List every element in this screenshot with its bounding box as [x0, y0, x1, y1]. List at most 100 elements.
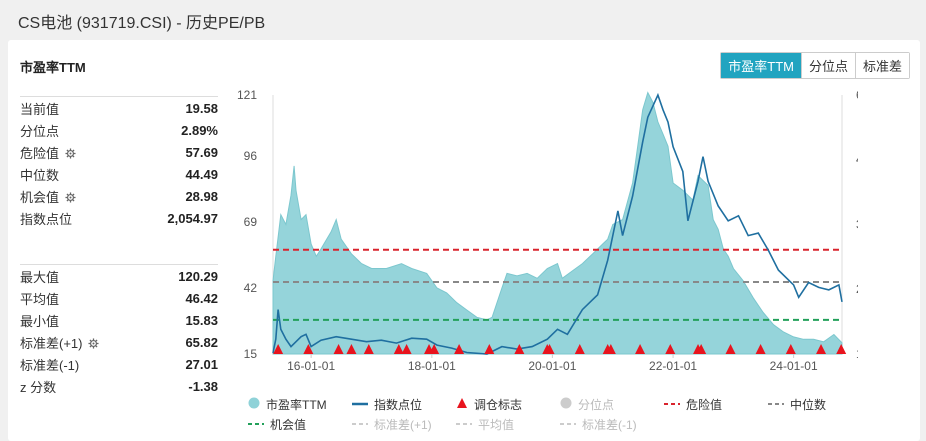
stat-current-row: 中位数 44.49 — [20, 163, 218, 185]
stat-label: 最大值 — [20, 267, 59, 286]
gear-icon[interactable] — [65, 147, 76, 159]
stat-label: 标准差(+1) — [20, 333, 100, 352]
rebalance-marker — [363, 344, 374, 354]
y-left-tick-label: 42 — [244, 281, 258, 295]
rebalance-marker — [574, 344, 585, 354]
stat-value: 46.42 — [185, 290, 218, 306]
stat-value: 15.83 — [185, 312, 218, 328]
legend-label: 标准差(-1) — [582, 418, 637, 432]
stat-current-row: 当前值 19.58 — [20, 97, 218, 119]
tab-percentile[interactable]: 分位点 — [800, 53, 855, 78]
y-left-tick-label: 69 — [244, 215, 258, 229]
rebalance-marker — [785, 344, 796, 354]
stat-label-text: 最小值 — [20, 313, 60, 329]
y-right-tick-label: 6,249 — [856, 90, 858, 102]
rebalance-marker — [273, 344, 284, 354]
stat-label: 最小值 — [20, 311, 59, 330]
page-title: CS电池 (931719.CSI) - 历史PE/PB — [18, 15, 266, 32]
legend-dash-icon — [664, 398, 680, 412]
stat-label-text: 分位点 — [20, 123, 60, 139]
legend-label: 机会值 — [270, 418, 307, 432]
y-right-tick-label: 4,939 — [856, 153, 858, 167]
rebalance-marker — [605, 344, 616, 354]
stat-label: 分位点 — [20, 121, 59, 140]
legend-item[interactable]: 危险值 — [664, 396, 722, 413]
stat-label-text: 当前值 — [20, 101, 60, 117]
x-tick-label: 16-01-01 — [287, 359, 335, 370]
stat-label-text: 中位数 — [20, 167, 60, 183]
legend-item[interactable]: 市盈率TTM — [248, 396, 327, 413]
pe-card: 市盈率TTM 市盈率TTM 分位点 标准差 当前值 19.58 分位点 2.89% 危险… — [8, 40, 920, 441]
x-tick-label: 20-01-01 — [528, 359, 576, 370]
legend-label: 市盈率TTM — [266, 398, 327, 412]
legend-label: 分位点 — [578, 398, 615, 412]
pe-area-series — [272, 91, 843, 355]
legend-item[interactable]: 指数点位 — [352, 396, 422, 413]
y-left-tick-label: 121 — [237, 90, 257, 102]
rebalance-marker — [816, 344, 827, 354]
stat-value: 65.82 — [185, 334, 218, 350]
rebalance-marker — [696, 344, 707, 354]
rebalance-marker — [454, 344, 465, 354]
stat-label-text: 最大值 — [20, 269, 60, 285]
x-tick-label: 22-01-01 — [649, 359, 697, 370]
stat-current-row: 机会值 28.98 — [20, 185, 218, 207]
y-right-tick-label: 3,626 — [856, 217, 858, 231]
legend-label: 平均值 — [478, 418, 515, 432]
rebalance-marker — [393, 344, 404, 354]
tab-pe-ttm[interactable]: 市盈率TTM — [721, 53, 801, 78]
stat-current-row: 分位点 2.89% — [20, 119, 218, 141]
legend-dot-icon — [248, 397, 260, 412]
rebalance-marker — [665, 344, 676, 354]
stat-label-text: 机会值 — [20, 189, 60, 205]
tab-std-dev[interactable]: 标准差 — [854, 53, 909, 78]
stat-summary-row: 最大值 120.29 — [20, 265, 218, 287]
stat-value: 28.98 — [185, 188, 218, 204]
legend-dash-icon — [560, 418, 576, 432]
rebalance-marker — [333, 344, 344, 354]
stat-label-text: 危险值 — [20, 145, 60, 161]
rebalance-marker — [544, 344, 555, 354]
rebalance-marker — [755, 344, 766, 354]
stat-label: 平均值 — [20, 289, 59, 308]
legend-item[interactable]: 机会值 — [248, 416, 306, 433]
legend-item[interactable]: 分位点 — [560, 396, 614, 413]
stat-label: 当前值 — [20, 99, 59, 118]
legend-item[interactable]: 平均值 — [456, 416, 514, 433]
legend-item[interactable]: 调仓标志 — [456, 396, 522, 413]
gear-icon[interactable] — [65, 191, 76, 203]
x-tick-label: 18-01-01 — [408, 359, 456, 370]
stat-label: 标准差(-1) — [20, 355, 79, 374]
legend-label: 指数点位 — [374, 398, 423, 412]
rebalance-marker — [429, 344, 440, 354]
stat-current-row: 指数点位 2,054.97 — [20, 207, 218, 229]
legend-dot-icon — [560, 397, 572, 412]
stat-value: 44.49 — [185, 166, 218, 182]
legend-label: 调仓标志 — [474, 398, 523, 412]
rebalance-marker — [635, 344, 646, 354]
legend-dash-icon — [352, 418, 368, 432]
rebalance-marker — [303, 344, 314, 354]
gear-icon[interactable] — [88, 337, 100, 349]
stat-label: 危险值 — [20, 143, 76, 162]
legend-dash-icon — [768, 398, 784, 412]
stat-label: 机会值 — [20, 187, 76, 206]
stat-value: 120.29 — [178, 268, 218, 284]
rebalance-marker — [514, 344, 525, 354]
stat-label: 指数点位 — [20, 209, 72, 228]
stat-label: 中位数 — [20, 165, 59, 184]
stat-label-text: 标准差(-1) — [20, 357, 80, 373]
legend-dash-icon — [248, 418, 264, 432]
legend-item[interactable]: 标准差(+1) — [352, 416, 432, 433]
stats-current: 当前值 19.58 分位点 2.89% 危险值 57.69 中位数 44.49 机会值 28.98… — [20, 96, 218, 229]
stat-value: 2,054.97 — [167, 210, 218, 226]
stat-summary-row: 标准差(-1) 27.01 — [20, 353, 218, 375]
stats-summary: 最大值 120.29 平均值 46.42 最小值 15.83 标准差(+1) 65.82 标准差… — [20, 264, 218, 397]
stat-summary-row: 标准差(+1) 65.82 — [20, 331, 218, 353]
legend-label: 危险值 — [686, 398, 723, 412]
stat-value: 19.58 — [185, 100, 218, 116]
legend-item[interactable]: 标准差(-1) — [560, 416, 637, 433]
metric-tabs: 市盈率TTM 分位点 标准差 — [720, 52, 910, 79]
x-tick-label: 24-01-01 — [770, 359, 818, 370]
legend-item[interactable]: 中位数 — [768, 396, 826, 413]
